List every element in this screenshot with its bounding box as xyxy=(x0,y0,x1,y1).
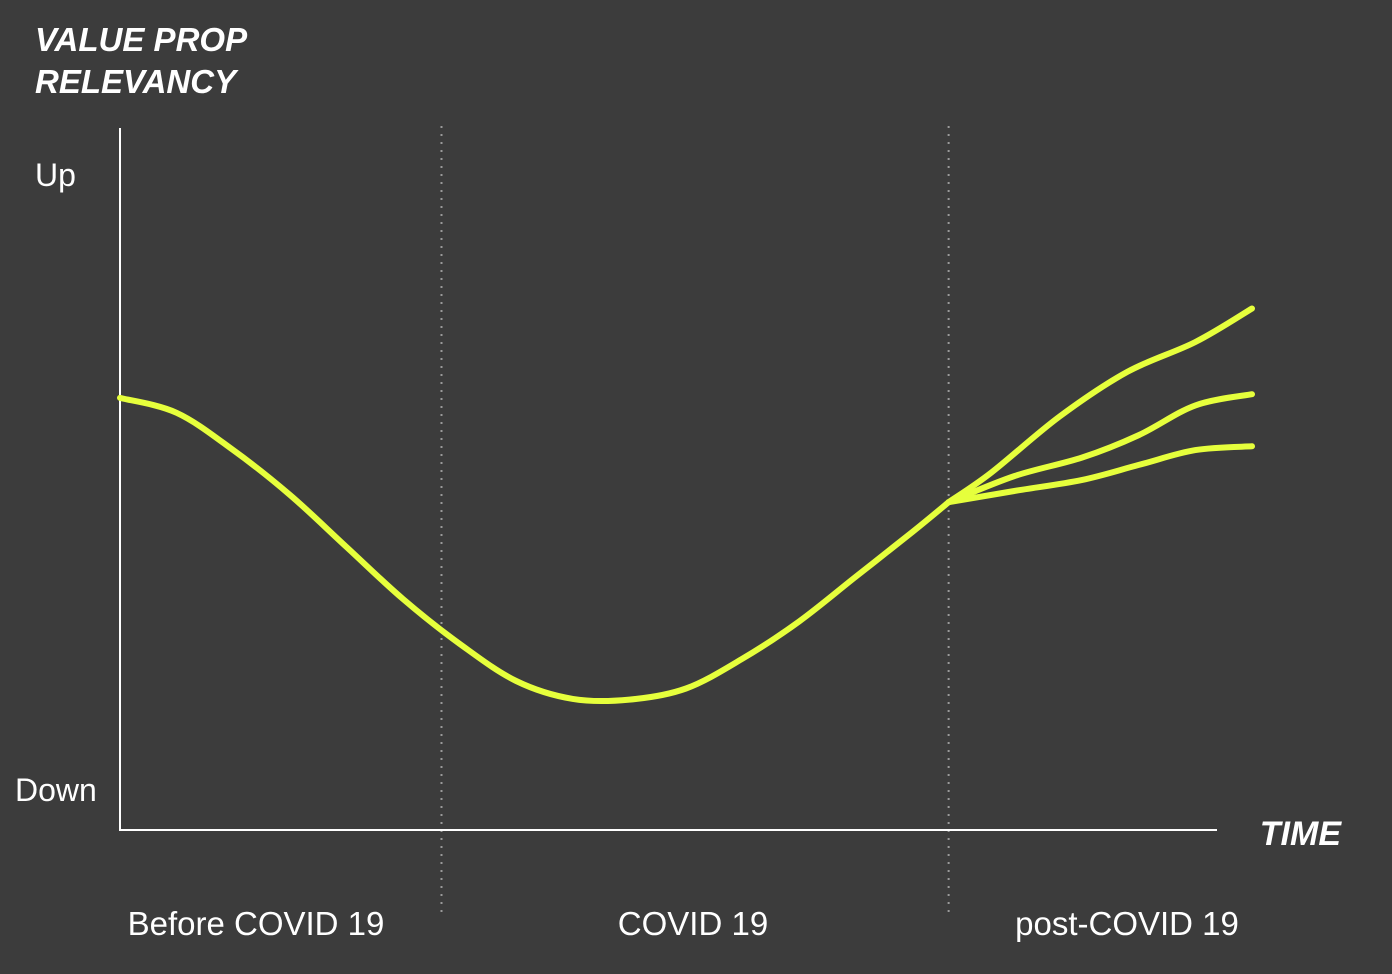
y-tick-down: Down xyxy=(15,772,97,808)
axes xyxy=(119,128,1217,831)
region-label-covid: COVID 19 xyxy=(618,905,768,942)
series-line-post-low xyxy=(945,443,1255,506)
x-axis-title: TIME xyxy=(1260,815,1343,853)
series-layer xyxy=(117,305,1255,705)
y-axis-title-line-2: RELEVANCY xyxy=(35,63,239,100)
series-line-main xyxy=(117,394,952,705)
series-line-post-mid xyxy=(945,391,1255,506)
y-axis-title-line-1: VALUE PROP xyxy=(35,21,248,58)
region-label-post-covid: post-COVID 19 xyxy=(1015,905,1239,942)
y-tick-up: Up xyxy=(35,157,76,193)
region-dividers xyxy=(440,126,950,912)
series-line-post-high xyxy=(945,305,1255,506)
region-label-before-covid: Before COVID 19 xyxy=(128,905,385,942)
